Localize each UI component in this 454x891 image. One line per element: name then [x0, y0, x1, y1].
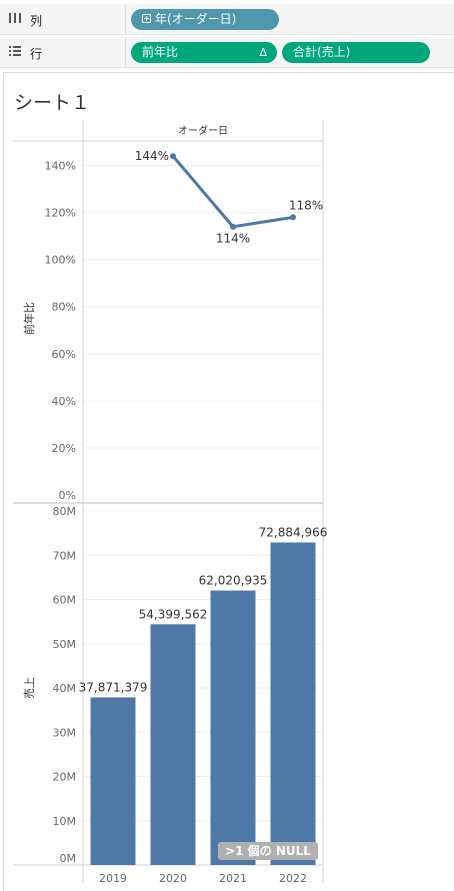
rows-pill-yoy-label: 前年比 [142, 45, 179, 59]
sales-bar [210, 590, 256, 865]
y-tick-label: 0M [60, 852, 77, 865]
columns-pill-label: 年(オーダー日) [155, 12, 237, 26]
columns-shelf: 列 年(オーダー日) [0, 4, 454, 35]
sales-data-label: 37,871,379 [79, 680, 148, 694]
columns-icon [8, 12, 22, 27]
rows-shelf: 行 前年比 Δ 合計(売上) [0, 37, 454, 68]
y-tick-label: 20% [52, 442, 76, 455]
x-tick-label: 2021 [219, 872, 247, 885]
sheet-title: シート１ [14, 92, 91, 114]
columns-shelf-dropzone[interactable]: 年(オーダー日) [125, 4, 454, 35]
null-indicator[interactable]: >1 個の NULL [218, 842, 318, 860]
y-tick-label: 120% [45, 207, 76, 220]
y-tick-label: 100% [45, 254, 76, 267]
sales-bar [150, 624, 196, 865]
y-tick-label: 70M [53, 549, 77, 562]
y-axis-title: 売上 [23, 677, 36, 699]
rows-pill-sum-sales-label: 合計(売上) [293, 45, 351, 59]
yoy-point [170, 153, 176, 160]
rows-pill-yoy[interactable]: 前年比 Δ [131, 42, 277, 63]
yoy-data-label: 114% [216, 232, 250, 246]
x-tick-label: 2019 [99, 872, 127, 885]
rows-shelf-label-area: 行 [0, 37, 124, 68]
delta-icon: Δ [259, 46, 267, 59]
yoy-data-label: 118% [289, 198, 323, 212]
columns-pill-year-order-date[interactable]: 年(オーダー日) [131, 9, 279, 30]
y-tick-label: 60% [52, 348, 76, 361]
y-tick-label: 60M [53, 594, 77, 607]
x-tick-label: 2020 [159, 872, 187, 885]
rows-shelf-label: 行 [30, 47, 43, 61]
y-axis-title: 前年比 [22, 302, 36, 335]
sales-data-label: 54,399,562 [139, 607, 208, 621]
columns-shelf-label: 列 [30, 14, 43, 28]
y-tick-label: 80M [53, 505, 77, 518]
y-tick-label: 40M [53, 682, 77, 695]
y-tick-label: 140% [45, 160, 76, 173]
y-tick-label: 80% [52, 301, 76, 314]
y-tick-label: 40% [52, 395, 76, 408]
columns-shelf-label-area: 列 [0, 4, 124, 35]
plus-box-icon[interactable] [142, 14, 151, 23]
y-tick-label: 50M [53, 638, 77, 651]
y-tick-label: 10M [53, 815, 77, 828]
rows-icon [8, 45, 22, 60]
sales-data-label: 62,020,935 [199, 574, 268, 588]
yoy-line-pane: 0% 20% 40% 60% 80% 100% 120% 140% 前年比 144% 114% 118… [22, 149, 323, 502]
rows-shelf-dropzone[interactable]: 前年比 Δ 合計(売上) [125, 37, 454, 68]
x-tick-label: 2022 [279, 872, 307, 885]
sales-bar [90, 697, 136, 865]
sales-bar-pane: 0M 10M 20M 30M 40M 50M 60M 70M 80M 売上 37,871,379 20… [23, 505, 327, 885]
rows-pill-sum-sales[interactable]: 合計(売上) [282, 42, 430, 63]
sales-data-label: 72,884,966 [259, 525, 328, 539]
yoy-point [290, 214, 296, 221]
null-indicator-label: >1 個の NULL [225, 843, 311, 858]
y-tick-label: 0% [59, 489, 76, 502]
yoy-line [171, 155, 294, 229]
y-tick-label: 20M [53, 771, 77, 784]
y-tick-label: 30M [53, 726, 77, 739]
sales-bar [270, 542, 316, 865]
column-header: オーダー日 [178, 124, 228, 137]
yoy-data-label: 144% [135, 149, 169, 163]
yoy-point [230, 223, 236, 230]
